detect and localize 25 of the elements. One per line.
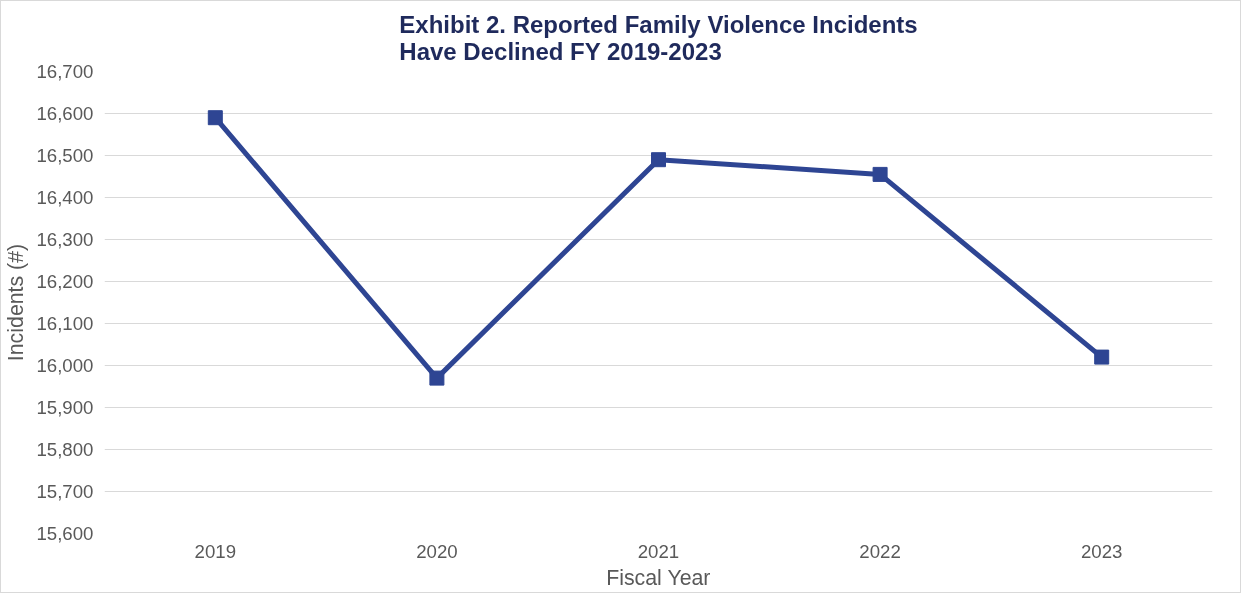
- point: [872, 166, 888, 182]
- y-tick-label: 15,900: [36, 397, 94, 418]
- y-tick-label: 16,100: [36, 313, 94, 334]
- y-tick-label: 16,400: [36, 187, 94, 208]
- point: [1094, 349, 1110, 365]
- y-tick-label: 15,700: [36, 481, 94, 502]
- chart-title: Exhibit 2. Reported Family Violence Incidents Have Declined FY 2019-2023: [399, 10, 918, 65]
- y-tick-label: 16,700: [36, 61, 94, 82]
- y-tick-label: 16,200: [36, 271, 94, 292]
- point: [207, 110, 223, 126]
- point: [651, 152, 666, 168]
- x-axis-title: Fiscal Year: [606, 565, 711, 590]
- x-tick-label: 2022: [859, 540, 901, 562]
- x-tick-label: 2023: [1080, 540, 1123, 562]
- x-tick-label: 2019: [194, 540, 237, 562]
- y-tick-label: 16,600: [36, 103, 94, 124]
- x-tick-label: 2020: [416, 540, 458, 562]
- y-tick-label: 15,600: [36, 523, 94, 544]
- y-tick-label: 16,500: [36, 145, 94, 166]
- y-axis-title: Incidents (#): [4, 243, 29, 362]
- y-tick-label: 16,300: [36, 229, 94, 250]
- y-tick-label: 16,000: [36, 355, 94, 376]
- x-tick-label: 2021: [637, 540, 680, 562]
- point: [429, 370, 445, 386]
- y-tick-label: 15,800: [36, 439, 94, 460]
